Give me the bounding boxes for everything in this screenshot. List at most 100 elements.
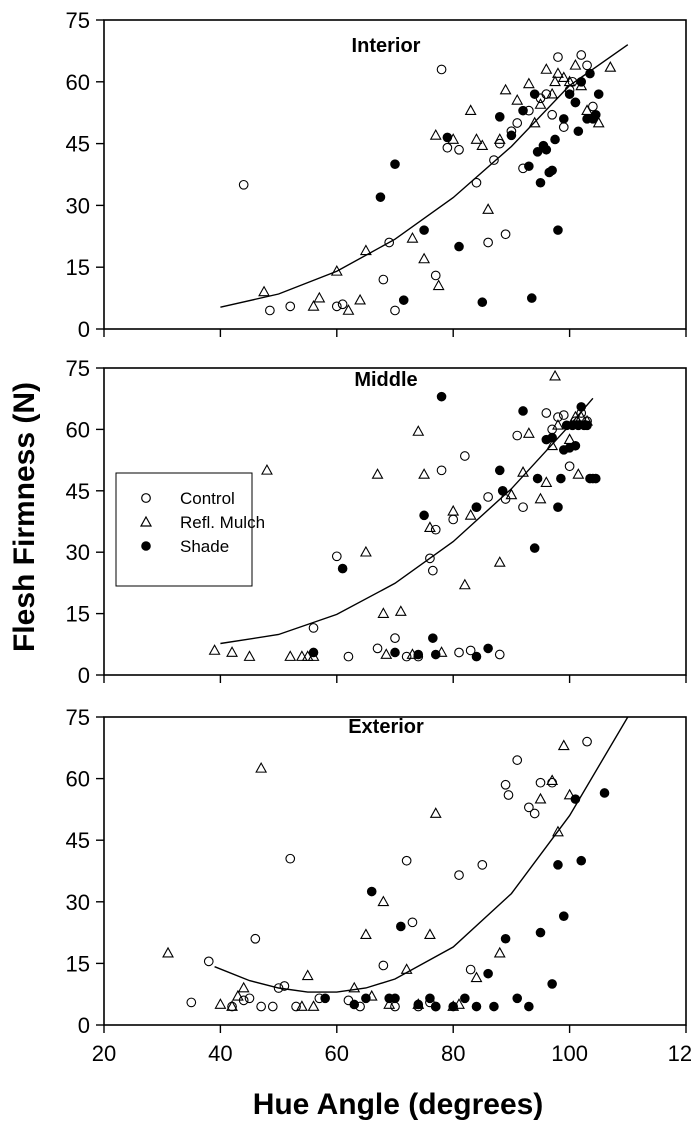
point-control [582, 60, 592, 71]
point-control [285, 301, 296, 312]
point-shade [518, 406, 528, 416]
point-shade [570, 794, 581, 804]
point-shade [430, 649, 441, 660]
point-refl-mulch [511, 94, 524, 105]
point-shade [547, 432, 557, 443]
point-control [273, 983, 284, 993]
point-refl-mulch [476, 139, 489, 151]
point-shade [532, 473, 543, 484]
point-refl-mulch [429, 807, 442, 818]
point-refl-mulch [546, 774, 559, 786]
point-control [558, 122, 569, 132]
panel-middle: 0 15 30 45 60 75 Middle [66, 356, 687, 688]
point-shade [436, 391, 447, 402]
y-tick-label: 45 [66, 132, 90, 157]
legend-item-refl-mulch: Refl. Mulch [139, 513, 265, 532]
point-control [425, 553, 435, 564]
point-control [343, 651, 354, 662]
point-control [265, 305, 275, 316]
point-refl-mulch [482, 203, 495, 214]
point-shade [349, 999, 360, 1010]
point-shade [576, 402, 587, 412]
point-refl-mulch [301, 969, 314, 981]
point-control [494, 649, 505, 660]
series-shade [320, 788, 610, 1012]
point-refl-mulch [237, 981, 250, 993]
trend-line [214, 717, 629, 993]
point-refl-mulch [464, 104, 477, 115]
y-tick-label: 75 [66, 356, 90, 381]
point-shade [320, 993, 330, 1004]
point-shade [553, 860, 563, 870]
point-refl-mulch [330, 264, 343, 276]
point-shade [585, 68, 595, 79]
point-control [503, 790, 514, 800]
point-refl-mulch [517, 466, 529, 477]
point-control [430, 524, 441, 535]
legend-label-shade: Shade [180, 537, 229, 556]
point-control [436, 465, 447, 476]
point-shade [390, 159, 400, 169]
point-refl-mulch [429, 129, 442, 140]
point-refl-mulch [261, 464, 273, 475]
point-shade [553, 502, 563, 512]
point-shade [477, 297, 488, 308]
point-refl-mulch [394, 605, 407, 616]
point-shade [430, 1001, 441, 1012]
point-refl-mulch [258, 285, 270, 297]
point-shade [506, 130, 517, 141]
point-shade [448, 1001, 459, 1012]
y-tick-label: 75 [66, 8, 90, 33]
point-refl-mulch [540, 63, 553, 74]
point-shade [590, 109, 601, 120]
legend-item-shade: Shade [141, 537, 229, 556]
point-shade [529, 543, 540, 553]
point-refl-mulch [226, 646, 238, 657]
point-control [454, 870, 464, 880]
point-refl-mulch [552, 67, 564, 78]
point-refl-mulch [307, 1000, 320, 1011]
y-tick-label: 0 [78, 1013, 90, 1038]
point-shade [494, 112, 505, 122]
point-shade [413, 999, 424, 1010]
point-refl-mulch [284, 650, 297, 661]
legend: Control Refl. Mulch Shade [115, 472, 265, 587]
point-control [477, 859, 488, 870]
series-shade [375, 68, 604, 308]
point-refl-mulch [447, 504, 460, 516]
point-refl-mulch [400, 963, 413, 974]
point-shade [541, 144, 552, 155]
point-shade [576, 77, 587, 87]
point-shade [361, 993, 371, 1004]
point-shade [576, 855, 587, 866]
point-refl-mulch [226, 1000, 238, 1011]
legend-item-control: Control [141, 489, 235, 508]
point-shade [564, 89, 575, 99]
point-control [576, 50, 587, 60]
point-refl-mulch [313, 291, 326, 303]
point-control [337, 299, 348, 310]
point-shade [442, 132, 453, 143]
x-tick-label: 40 [208, 1041, 232, 1066]
point-shade [550, 134, 560, 145]
point-shade [518, 105, 528, 116]
point-shade [500, 933, 511, 944]
point-control [535, 777, 546, 788]
point-shade [535, 177, 546, 188]
point-control [500, 779, 511, 790]
point-shade [398, 295, 409, 305]
point-control [442, 142, 453, 153]
y-tick-label: 15 [66, 602, 90, 627]
point-shade [547, 979, 557, 989]
point-control [378, 274, 389, 285]
point-refl-mulch [348, 981, 361, 993]
series-control [186, 736, 592, 1012]
point-refl-mulch [377, 895, 390, 907]
y-tick-label: 60 [66, 417, 90, 442]
point-control [582, 736, 592, 747]
y-tick-label: 45 [66, 828, 90, 853]
point-control [267, 1001, 278, 1012]
point-control [483, 237, 493, 248]
point-shade [390, 647, 400, 658]
point-refl-mulch [534, 492, 547, 504]
